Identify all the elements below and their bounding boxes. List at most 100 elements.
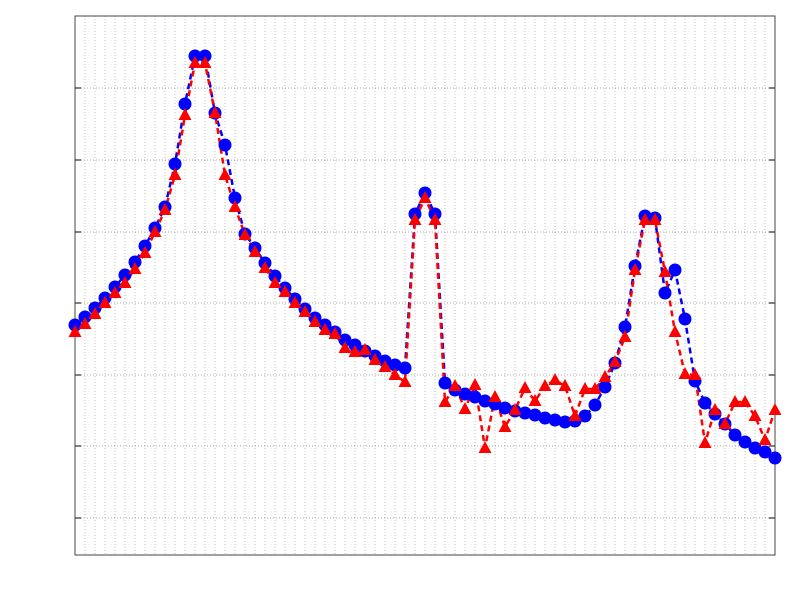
- triangle-marker: [248, 245, 262, 257]
- circle-marker: [398, 361, 412, 375]
- triangle-marker: [288, 296, 302, 308]
- triangle-marker: [478, 441, 492, 453]
- circle-marker: [618, 320, 632, 334]
- triangle-marker: [118, 276, 132, 288]
- triangle-marker: [358, 343, 372, 355]
- triangle-marker: [728, 395, 742, 407]
- triangle-marker: [378, 360, 392, 372]
- triangle-marker: [308, 315, 322, 327]
- triangle-marker: [538, 379, 552, 391]
- triangle-marker: [428, 213, 442, 225]
- triangle-marker: [438, 395, 452, 407]
- triangle-marker: [558, 379, 572, 391]
- circle-marker: [118, 268, 132, 282]
- circle-marker: [498, 401, 512, 415]
- triangle-marker: [578, 382, 592, 394]
- triangle-marker: [258, 261, 272, 273]
- circle-marker: [528, 408, 542, 422]
- triangle-marker: [198, 56, 212, 68]
- triangle-marker: [268, 276, 282, 288]
- triangle-marker: [418, 191, 432, 203]
- circle-marker: [738, 435, 752, 449]
- triangle-marker: [668, 325, 682, 337]
- triangle-marker: [498, 420, 512, 432]
- triangle-marker: [548, 373, 562, 385]
- triangle-marker: [148, 225, 162, 237]
- triangle-marker: [208, 106, 222, 118]
- triangle-marker: [488, 390, 502, 402]
- circle-marker: [538, 411, 552, 425]
- triangle-marker: [448, 379, 462, 391]
- triangle-marker: [718, 417, 732, 429]
- triangle-marker: [108, 286, 122, 298]
- circle-marker: [438, 376, 452, 390]
- triangle-marker: [218, 168, 232, 180]
- triangle-marker: [758, 433, 772, 445]
- triangle-marker: [768, 403, 782, 415]
- triangle-marker: [98, 296, 112, 308]
- triangle-marker: [158, 203, 172, 215]
- triangle-marker: [408, 213, 422, 225]
- circle-marker: [518, 406, 532, 420]
- circle-marker: [468, 390, 482, 404]
- circle-marker: [728, 428, 742, 442]
- triangle-marker: [228, 200, 242, 212]
- circle-marker: [658, 286, 672, 300]
- circle-marker: [228, 191, 242, 205]
- triangle-marker: [278, 285, 292, 297]
- triangle-marker: [368, 353, 382, 365]
- triangle-marker: [138, 246, 152, 258]
- triangle-marker: [88, 307, 102, 319]
- triangle-marker: [328, 327, 342, 339]
- triangle-marker: [238, 228, 252, 240]
- triangle-marker: [628, 263, 642, 275]
- triangle-marker: [78, 317, 92, 329]
- triangle-marker: [518, 381, 532, 393]
- triangle-marker: [168, 168, 182, 180]
- triangle-marker: [748, 409, 762, 421]
- circle-marker: [758, 445, 772, 459]
- triangle-marker: [648, 213, 662, 225]
- triangle-marker: [638, 213, 652, 225]
- circle-marker: [178, 97, 192, 111]
- triangle-marker: [618, 330, 632, 342]
- triangle-marker: [738, 395, 752, 407]
- circle-marker: [698, 396, 712, 410]
- triangle-marker: [128, 262, 142, 274]
- circle-marker: [598, 380, 612, 394]
- triangle-marker: [608, 355, 622, 367]
- circle-marker: [558, 415, 572, 429]
- circle-marker: [168, 157, 182, 171]
- circle-marker: [578, 409, 592, 423]
- triangle-marker: [388, 368, 402, 380]
- triangle-marker: [398, 375, 412, 387]
- triangle-marker: [298, 305, 312, 317]
- triangle-marker: [658, 265, 672, 277]
- triangle-marker: [708, 403, 722, 415]
- triangle-marker: [698, 436, 712, 448]
- triangle-marker: [508, 403, 522, 415]
- circle-marker: [388, 358, 402, 372]
- triangle-marker: [528, 394, 542, 406]
- triangle-marker: [348, 345, 362, 357]
- circle-marker: [588, 398, 602, 412]
- triangle-marker: [568, 409, 582, 421]
- circle-marker: [748, 441, 762, 455]
- triangle-marker: [468, 378, 482, 390]
- circle-marker: [668, 263, 682, 277]
- triangle-marker: [678, 367, 692, 379]
- triangle-marker: [458, 402, 472, 414]
- triangle-marker: [688, 368, 702, 380]
- plot-frame: [74, 15, 776, 556]
- circle-marker: [548, 413, 562, 427]
- triangle-marker: [188, 56, 202, 68]
- circle-marker: [678, 312, 692, 326]
- circle-marker: [768, 451, 782, 465]
- triangle-marker: [338, 341, 352, 353]
- circle-marker: [478, 394, 492, 408]
- triangle-marker: [68, 325, 82, 337]
- circle-marker: [218, 138, 232, 152]
